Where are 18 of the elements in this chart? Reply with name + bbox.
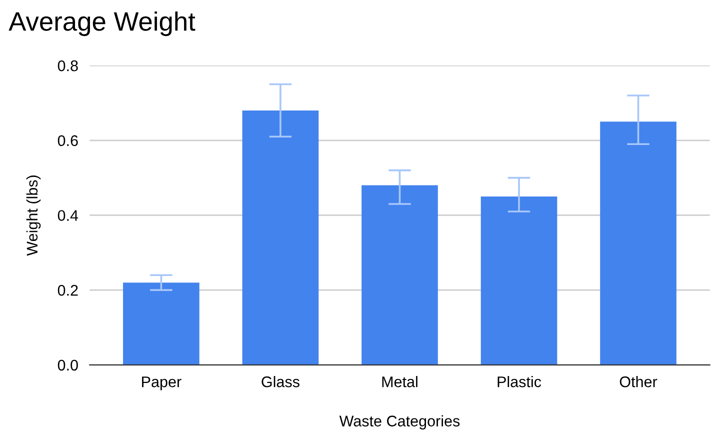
bar (600, 122, 676, 365)
x-tick-label: Glass (262, 376, 300, 388)
chart-title: Average Weight (8, 11, 196, 36)
x-tick-label: Plastic (498, 376, 542, 388)
x-tick-label: Metal (382, 376, 418, 388)
y-tick-label: 0.2 (58, 284, 78, 296)
x-tick-label: Paper (142, 376, 182, 390)
y-tick-label: 0.6 (58, 135, 78, 146)
y-tick-label: 0.4 (58, 210, 78, 221)
bar (480, 196, 558, 365)
bar (362, 185, 438, 365)
y-axis-title: Weight (lbs) (26, 176, 41, 256)
x-tick-label: Other (620, 376, 658, 388)
y-tick-label: 0.0 (58, 360, 78, 371)
y-tick-label: 0.8 (58, 60, 78, 72)
bar (123, 282, 200, 365)
bar (242, 110, 319, 365)
x-axis-title: Waste Categories (339, 415, 460, 430)
